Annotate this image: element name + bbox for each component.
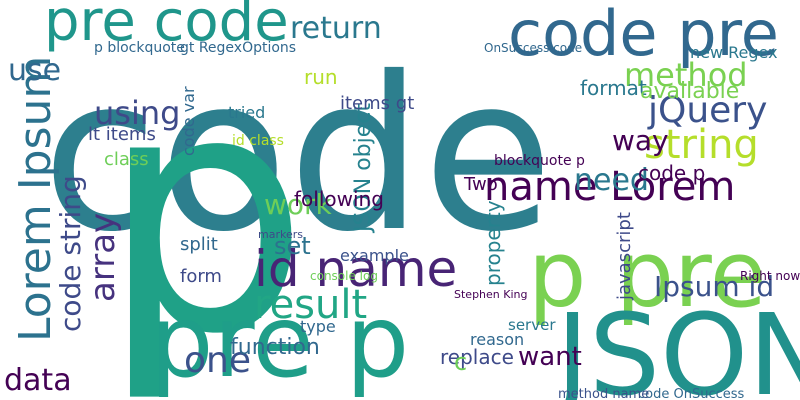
word: return — [290, 11, 382, 46]
word: Right now — [740, 269, 800, 283]
word: server — [508, 316, 556, 334]
word: split — [180, 234, 218, 255]
word: gt RegexOptions — [180, 40, 296, 56]
word: p pre — [528, 221, 766, 328]
word: id class — [232, 133, 284, 149]
word: code OnSuccess — [638, 387, 745, 400]
word: method — [624, 56, 748, 94]
word: property — [481, 200, 505, 286]
word: form — [180, 266, 222, 287]
word: items gt — [340, 93, 414, 114]
word: code p — [638, 161, 705, 185]
word: javascript — [614, 212, 635, 301]
word: name Lorem — [484, 164, 735, 210]
word: using — [94, 94, 180, 132]
word: code pre — [508, 0, 779, 70]
word: Lorem Ipsum — [10, 56, 61, 342]
word: available — [640, 79, 739, 104]
word: array — [83, 213, 123, 302]
word: p — [100, 22, 309, 400]
word: JSON — [550, 291, 800, 400]
word: p blockquote — [94, 40, 185, 56]
word: pre code — [44, 0, 289, 54]
word: reason — [470, 330, 524, 349]
word: new Regex — [690, 43, 778, 62]
word: pre p — [150, 283, 409, 400]
word: way — [612, 124, 669, 157]
word: want — [518, 342, 582, 372]
word: Ipsum id — [654, 270, 774, 303]
word: OnSuccess code — [484, 41, 582, 55]
word: run — [304, 65, 338, 89]
word: console log — [310, 269, 378, 283]
word: class — [104, 149, 149, 170]
word: Stephen King — [454, 288, 527, 301]
word: lt items — [88, 124, 156, 145]
word: example — [340, 246, 409, 265]
word: code var — [179, 86, 198, 156]
word: JSON object — [351, 103, 376, 234]
word: one — [184, 340, 251, 381]
word: method name — [558, 387, 649, 400]
word: code — [42, 31, 553, 278]
word: replace — [440, 345, 514, 369]
word: jQuery — [647, 90, 767, 131]
word: string — [644, 122, 759, 168]
word: need — [574, 163, 649, 198]
word: result — [254, 282, 367, 328]
word: following — [294, 187, 384, 211]
word: code string — [54, 175, 87, 332]
word: tried — [228, 103, 265, 122]
word: data — [4, 363, 72, 398]
word: type — [300, 317, 336, 336]
word: use — [8, 53, 61, 88]
word: Two — [463, 174, 498, 195]
word: function — [230, 335, 320, 360]
word: markers — [258, 228, 303, 241]
word: work — [264, 188, 333, 221]
word: c — [454, 348, 467, 376]
word: id name — [254, 240, 457, 298]
word: format — [580, 76, 647, 100]
word: set — [274, 232, 311, 260]
word: blockquote p — [494, 153, 585, 169]
